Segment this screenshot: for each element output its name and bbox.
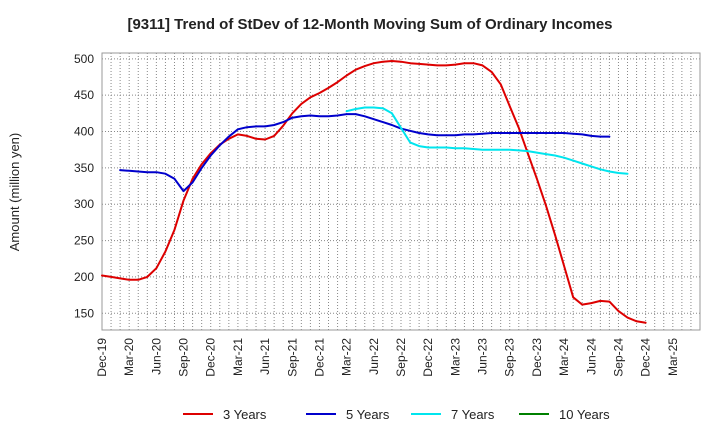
x-tick-label: Sep-21 bbox=[285, 338, 299, 377]
x-tick-label: Sep-20 bbox=[177, 338, 191, 377]
x-tick-label: Sep-24 bbox=[611, 338, 625, 377]
y-tick-label: 200 bbox=[74, 270, 94, 284]
x-tick-label: Sep-23 bbox=[503, 338, 517, 377]
x-tick-label: Jun-24 bbox=[584, 338, 598, 375]
x-tick-label: Jun-21 bbox=[258, 338, 272, 375]
x-tick-label: Jun-22 bbox=[367, 338, 381, 375]
grid bbox=[102, 53, 700, 330]
x-tick-label: Mar-20 bbox=[122, 338, 136, 376]
x-tick-label: Sep-22 bbox=[394, 338, 408, 377]
series-line-7-years bbox=[345, 106, 629, 175]
x-ticks: Dec-19 Mar-20 Jun-20 Sep-20 Dec-20 Mar-21 Jun-… bbox=[95, 338, 680, 377]
y-tick-label: 350 bbox=[74, 161, 94, 175]
series-line-5-years bbox=[119, 113, 611, 193]
x-tick-label: Mar-25 bbox=[666, 338, 680, 376]
x-tick-label: Dec-20 bbox=[204, 338, 218, 377]
x-tick-label: Mar-22 bbox=[340, 338, 354, 376]
y-ticks: 150 200 250 300 350 400 450 500 bbox=[74, 52, 94, 320]
x-tick-label: Dec-21 bbox=[312, 338, 326, 377]
legend-label: 3 Years bbox=[223, 407, 267, 422]
x-tick-label: Mar-24 bbox=[557, 338, 571, 376]
x-tick-label: Mar-23 bbox=[448, 338, 462, 376]
legend-label: 10 Years bbox=[559, 407, 610, 422]
x-tick-label: Dec-24 bbox=[639, 338, 653, 377]
x-tick-label: Dec-19 bbox=[95, 338, 109, 377]
legend-label: 7 Years bbox=[451, 407, 495, 422]
y-tick-label: 250 bbox=[74, 234, 94, 248]
y-tick-label: 500 bbox=[74, 52, 94, 66]
y-tick-label: 450 bbox=[74, 88, 94, 102]
series-line-3-years bbox=[101, 60, 647, 324]
x-tick-label: Dec-22 bbox=[421, 338, 435, 377]
chart-title: [9311] Trend of StDev of 12-Month Moving… bbox=[127, 16, 612, 33]
legend: 3 Years 5 Years 7 Years 10 Years bbox=[183, 407, 610, 422]
series-group bbox=[101, 60, 647, 324]
y-tick-label: 300 bbox=[74, 197, 94, 211]
legend-label: 5 Years bbox=[346, 407, 390, 422]
plot-frame bbox=[101, 52, 701, 331]
x-tick-label: Jun-23 bbox=[476, 338, 490, 375]
x-tick-label: Jun-20 bbox=[149, 338, 163, 375]
x-tick-label: Dec-23 bbox=[530, 338, 544, 377]
y-tick-label: 150 bbox=[74, 306, 94, 320]
y-axis-label: Amount (million yen) bbox=[7, 133, 22, 252]
x-tick-label: Mar-21 bbox=[231, 338, 245, 376]
y-tick-label: 400 bbox=[74, 125, 94, 139]
